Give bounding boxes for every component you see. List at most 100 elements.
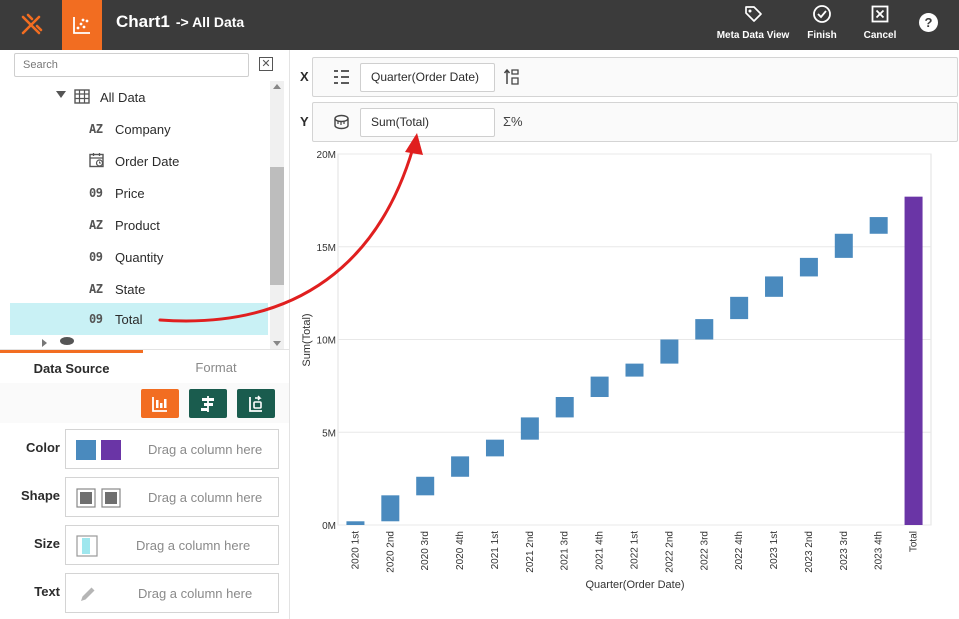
y-axis-title: Sum(Total)	[301, 313, 313, 366]
x-axis-row: X Quarter(Order Date)	[290, 57, 959, 97]
text-encoding: Text Drag a column here	[0, 569, 289, 617]
y-axis-row: Y Sum(Total) Σ%	[290, 102, 959, 142]
shape-drop-zone[interactable]: Drag a column here	[65, 477, 279, 517]
align-icon	[201, 395, 214, 412]
bar-2023-1st	[765, 276, 784, 297]
tree-node-partial[interactable]	[0, 337, 268, 349]
x-axis-letter: X	[300, 69, 309, 84]
shape-square-icon[interactable]	[76, 488, 96, 508]
waterfall-chart: 0M 5M 10M 15M 20M 2020 1st 2020 2nd 2020 3rd 202…	[301, 150, 932, 591]
x-tick-label: 2022 3rd	[699, 531, 710, 570]
data-source-name: -> All Data	[175, 14, 245, 30]
x-tick-label: Total	[909, 531, 920, 552]
column-product[interactable]: AZ Product	[0, 209, 268, 241]
bar-total	[904, 196, 923, 525]
x-axis-field[interactable]: Quarter(Order Date)	[360, 63, 495, 92]
color-drop-zone[interactable]: Drag a column here	[65, 429, 279, 469]
size-icon[interactable]	[76, 535, 98, 557]
text-type-icon: AZ	[89, 218, 103, 232]
column-price[interactable]: 09 Price	[0, 177, 268, 209]
scroll-down-icon[interactable]	[273, 341, 281, 346]
x-tick-label: 2020 1st	[350, 531, 361, 570]
cancel-button[interactable]: Cancel	[861, 4, 899, 46]
column-label: Product	[115, 217, 160, 233]
top-bar: Chart1 -> All Data Meta Data View Finish …	[0, 0, 959, 50]
number-type-icon: 09	[89, 312, 103, 326]
bar-2023-3rd	[834, 233, 853, 258]
tab-format[interactable]: Format	[195, 359, 237, 375]
dimension-icon	[334, 70, 349, 84]
column-order-date[interactable]: Order Date	[0, 145, 268, 177]
x-tick-label: 2021 1st	[490, 531, 501, 570]
encoding-label: Size	[33, 536, 60, 551]
sort-icon[interactable]	[503, 68, 520, 86]
x-tick-label: 2021 2nd	[525, 531, 536, 573]
meta-data-view-button[interactable]: Meta Data View	[715, 4, 791, 46]
number-type-icon: 09	[89, 250, 103, 264]
x-tick-label: 2021 4th	[595, 531, 606, 570]
x-tick-label: 2020 2nd	[385, 531, 396, 573]
y-tick-label: 0M	[322, 521, 336, 532]
database-icon	[60, 337, 74, 345]
column-label: Order Date	[115, 153, 180, 169]
bar-2022-2nd	[660, 339, 679, 364]
y-axis-field[interactable]: Sum(Total)	[360, 108, 495, 137]
size-drop-zone[interactable]: Drag a column here	[65, 525, 279, 565]
swap-axes-button[interactable]	[237, 389, 275, 418]
column-quantity[interactable]: 09 Quantity	[0, 241, 268, 273]
bar-2022-3rd	[695, 319, 714, 340]
y-tick-label: 5M	[322, 428, 336, 439]
x-tick-label: 2022 2nd	[664, 531, 675, 573]
bar-2020-1st	[346, 521, 365, 525]
color-swatch-blue[interactable]	[76, 440, 96, 460]
x-tick-label: 2020 3rd	[420, 531, 431, 570]
column-company[interactable]: AZ Company	[0, 113, 268, 145]
page-title: Chart1 -> All Data	[116, 12, 244, 32]
caret-down-icon[interactable]	[56, 91, 66, 98]
x-tick-label: 2020 4th	[455, 531, 466, 570]
color-encoding: Color Drag a column here	[0, 425, 289, 473]
y-axis-drop-zone[interactable]: Sum(Total) Σ%	[312, 102, 958, 142]
panel-tabs: Data Source Format	[0, 349, 289, 383]
bar-2020-3rd	[416, 476, 435, 496]
clear-search-icon[interactable]: ✕	[259, 57, 273, 71]
shape-square-icon[interactable]	[101, 488, 121, 508]
caret-right-icon[interactable]	[42, 339, 47, 347]
column-label: Total	[115, 311, 143, 327]
drop-placeholder: Drag a column here	[148, 442, 263, 457]
help-icon[interactable]: ?	[919, 13, 938, 32]
column-state[interactable]: AZ State	[0, 273, 268, 305]
column-total[interactable]: 09 Total	[10, 303, 268, 335]
finish-button[interactable]: Finish	[804, 4, 840, 46]
number-type-icon: 09	[89, 186, 103, 200]
tree-node-all-data[interactable]: All Data	[0, 81, 268, 113]
x-axis-drop-zone[interactable]: Quarter(Order Date)	[312, 57, 958, 97]
text-drop-zone[interactable]: Drag a column here	[65, 573, 279, 613]
chart-icon[interactable]	[62, 0, 102, 50]
x-tick-label: 2023 2nd	[804, 531, 815, 573]
drop-placeholder: Drag a column here	[148, 490, 263, 505]
scroll-up-icon[interactable]	[273, 84, 281, 89]
y-tick-label: 10M	[317, 336, 336, 347]
y-tick-label: 20M	[317, 150, 336, 161]
tag-icon	[745, 6, 762, 22]
aggregate-percent-icon[interactable]: Σ%	[503, 114, 523, 129]
bar-2020-2nd	[381, 495, 400, 522]
scroll-thumb[interactable]	[270, 167, 284, 285]
size-encoding: Size Drag a column here	[0, 521, 289, 569]
align-button[interactable]	[189, 389, 227, 418]
color-swatch-purple[interactable]	[101, 440, 121, 460]
chart-type-button[interactable]	[141, 389, 179, 418]
search-input[interactable]	[14, 53, 249, 77]
pencil-icon[interactable]	[78, 584, 98, 604]
bar-2022-4th	[730, 296, 749, 320]
text-type-icon: AZ	[89, 282, 103, 296]
app-logo-icon[interactable]	[0, 0, 62, 50]
column-label: Price	[115, 185, 145, 201]
bar-2021-2nd	[520, 417, 539, 440]
data-panel: ✕ All Data AZ Company Order Date 09	[0, 50, 290, 619]
chart-name: Chart1	[116, 12, 170, 31]
x-axis-title: Quarter(Order Date)	[585, 579, 684, 591]
tab-data-source[interactable]: Data Source	[0, 350, 143, 384]
tree-scrollbar[interactable]	[270, 81, 284, 349]
